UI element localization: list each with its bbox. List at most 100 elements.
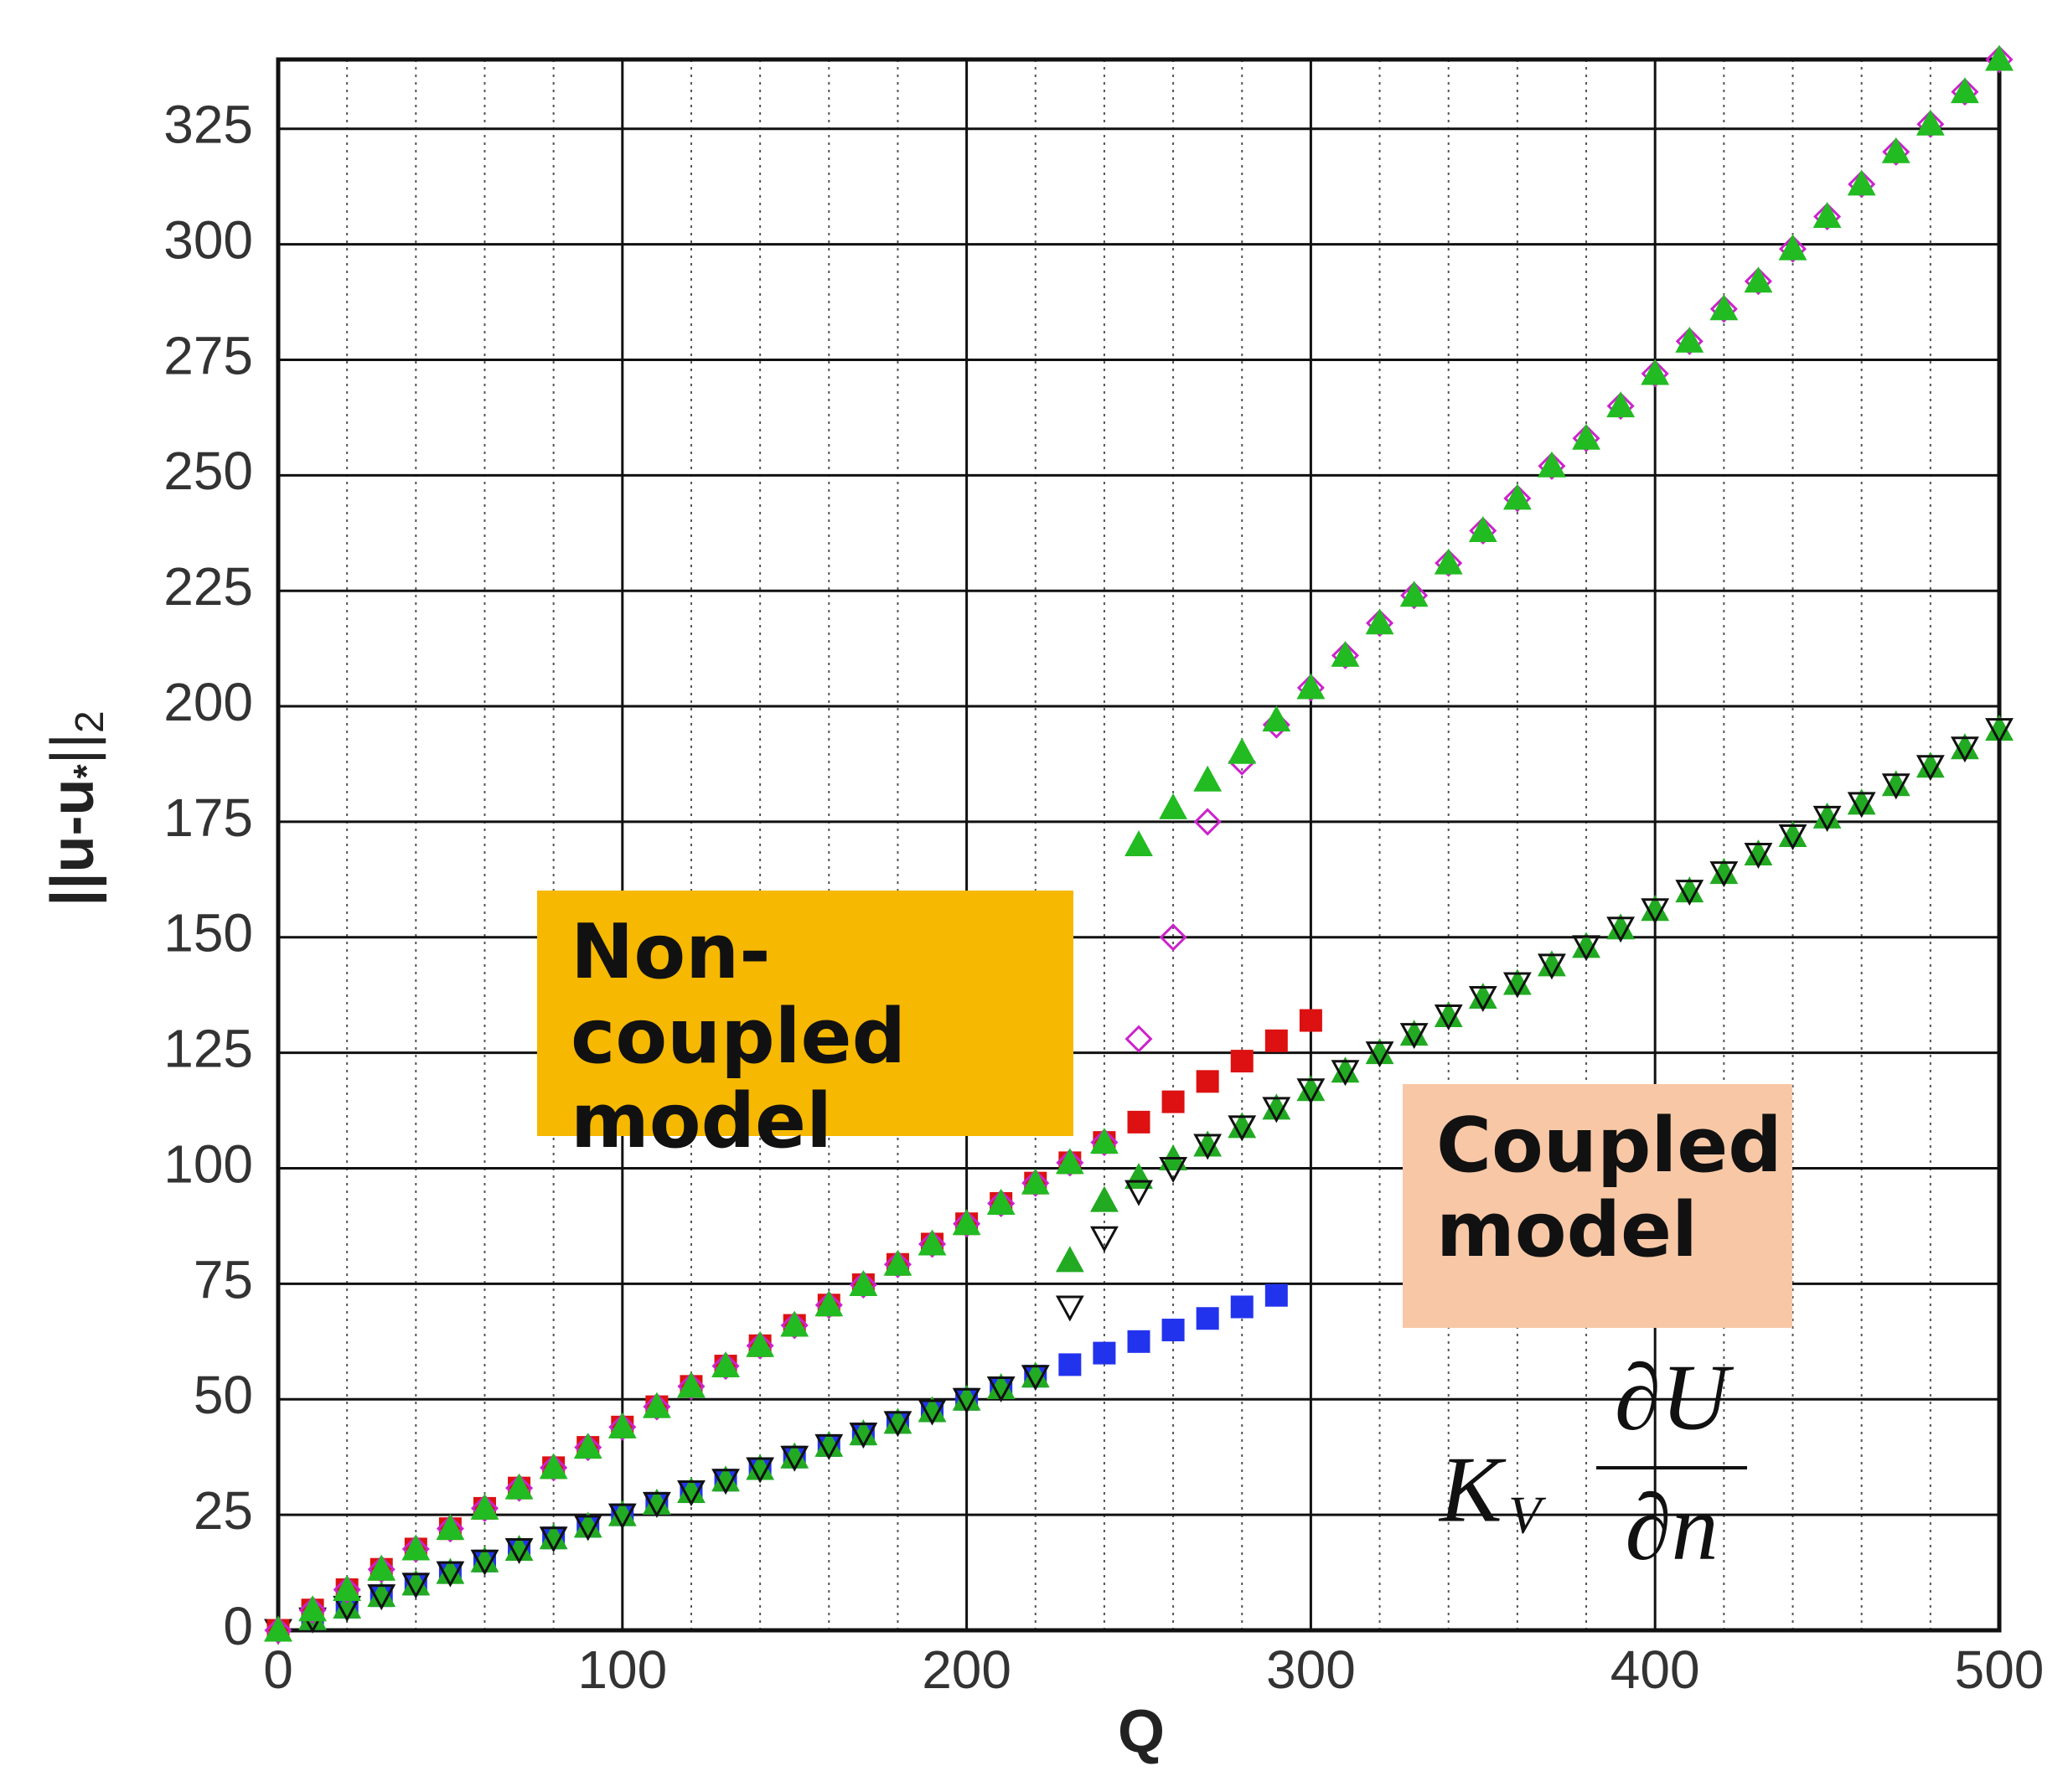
- y-tick-label: 200: [163, 672, 253, 732]
- marker: [1399, 581, 1429, 607]
- marker: [333, 1574, 362, 1601]
- marker: [1021, 1365, 1050, 1392]
- marker: [1159, 1157, 1188, 1184]
- marker: [1675, 880, 1704, 906]
- marker: [1813, 202, 1842, 231]
- marker: [1950, 736, 1979, 763]
- y-label-main: ||u-u: [39, 779, 106, 906]
- y-tick-label: 125: [163, 1019, 253, 1079]
- y-tick-label: 225: [163, 556, 253, 617]
- marker: [746, 1331, 774, 1360]
- marker: [264, 1616, 292, 1645]
- marker: [1331, 1060, 1360, 1087]
- marker: [1882, 137, 1910, 166]
- y-tick-label: 25: [194, 1480, 253, 1541]
- marker: [918, 1230, 947, 1258]
- y-tick-label: 275: [163, 325, 253, 385]
- marker: [539, 1453, 568, 1480]
- y-tick-label: 250: [163, 441, 253, 501]
- marker: [849, 1270, 877, 1299]
- marker: [1572, 935, 1600, 962]
- marker: [1056, 1149, 1084, 1177]
- marker: [1365, 608, 1394, 635]
- marker: [1709, 861, 1739, 888]
- marker: [1264, 1283, 1288, 1307]
- marker: [573, 1433, 602, 1459]
- y-label-close: ||: [39, 733, 106, 764]
- marker: [436, 1515, 464, 1543]
- marker: [1812, 805, 1842, 832]
- marker: [1538, 451, 1566, 478]
- marker: [1089, 1185, 1119, 1212]
- marker: [1124, 829, 1153, 856]
- marker: [1366, 609, 1394, 638]
- marker: [814, 1433, 844, 1460]
- marker: [1296, 674, 1325, 702]
- marker: [1264, 1029, 1288, 1052]
- marker: [470, 1494, 499, 1522]
- formula-denominator: ∂n: [1625, 1476, 1718, 1580]
- marker: [1193, 808, 1222, 836]
- marker: [1262, 1097, 1291, 1123]
- marker: [986, 1188, 1016, 1215]
- marker: [746, 1330, 775, 1357]
- marker: [1572, 424, 1600, 452]
- marker: [746, 1457, 775, 1484]
- marker: [1985, 718, 2014, 745]
- marker: [883, 1411, 913, 1438]
- marker: [298, 1595, 328, 1622]
- marker: [504, 1473, 534, 1500]
- marker: [298, 1596, 327, 1624]
- marker: [539, 1526, 568, 1553]
- annotation-box: Non-coupled model: [537, 891, 1073, 1163]
- marker: [505, 1474, 534, 1502]
- marker: [1778, 824, 1807, 851]
- marker: [1985, 44, 2014, 71]
- x-tick-label: 400: [1610, 1640, 1700, 1700]
- marker: [883, 1249, 913, 1276]
- marker: [814, 1290, 844, 1317]
- marker: [918, 1399, 947, 1426]
- marker: [1915, 109, 1945, 136]
- marker: [1606, 392, 1635, 421]
- marker: [367, 1584, 396, 1611]
- marker: [470, 1493, 499, 1520]
- marker: [1951, 78, 1979, 106]
- marker: [711, 1352, 740, 1381]
- marker: [1262, 705, 1291, 732]
- marker: [1161, 1319, 1185, 1342]
- marker: [711, 1469, 740, 1495]
- y-label-sub: 2: [68, 710, 112, 733]
- marker: [1709, 295, 1738, 323]
- marker: [1468, 985, 1497, 1013]
- marker: [1228, 1115, 1257, 1142]
- marker: [1021, 1169, 1050, 1197]
- marker: [1296, 673, 1326, 700]
- marker: [436, 1561, 465, 1588]
- marker: [1058, 1353, 1082, 1376]
- marker: [1230, 1295, 1254, 1319]
- marker: [1228, 737, 1257, 764]
- marker: [1159, 923, 1187, 952]
- marker: [470, 1549, 499, 1576]
- formula-coefficient: K: [1438, 1438, 1507, 1542]
- marker: [1606, 391, 1636, 418]
- marker: [1299, 1009, 1322, 1032]
- marker: [1744, 843, 1773, 870]
- marker: [1606, 917, 1636, 943]
- marker: [1502, 972, 1532, 999]
- plot-frame: [276, 57, 2002, 1633]
- marker: [1331, 640, 1360, 667]
- marker: [1093, 1341, 1116, 1365]
- marker: [849, 1423, 878, 1449]
- series: [264, 44, 2014, 1642]
- marker: [677, 1371, 706, 1398]
- marker: [1985, 45, 2014, 74]
- plot: 0 100 200 300 400 500 0 25 50 75 100 125 150 175 200 22…: [163, 44, 2044, 1700]
- marker: [264, 1615, 292, 1642]
- y-label-star: *: [66, 764, 107, 779]
- marker: [780, 1445, 809, 1472]
- marker: [1196, 1070, 1219, 1093]
- marker: [574, 1433, 602, 1462]
- marker: [1127, 1330, 1150, 1353]
